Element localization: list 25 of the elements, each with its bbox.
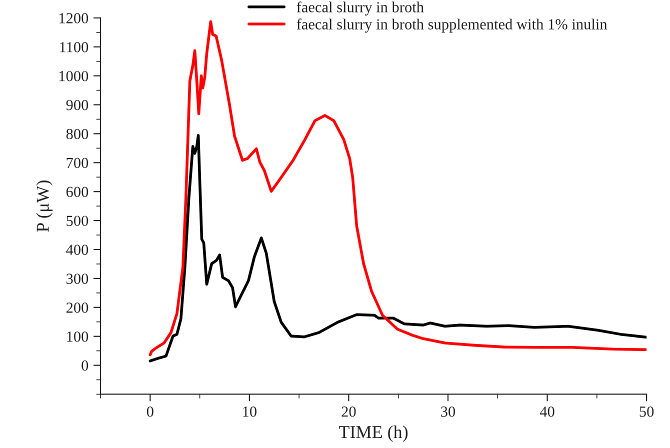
line-series xyxy=(148,20,647,356)
line-series xyxy=(148,134,647,362)
legend-label: faecal slurry in broth xyxy=(296,1,424,16)
y-tick-label: 0 xyxy=(82,360,88,371)
x-axis-title: TIME (h) xyxy=(339,425,408,442)
y-tick-label: 1100 xyxy=(60,42,88,52)
legend-label: faecal slurry in broth supplemented with 1% inulin xyxy=(296,18,608,33)
y-tick-label: 800 xyxy=(66,128,88,140)
x-tick-label: 20 xyxy=(342,406,356,417)
y-tick-label: 1200 xyxy=(59,13,88,24)
y-tick-label: 300 xyxy=(66,274,88,284)
y-tick-label: 600 xyxy=(66,186,88,198)
x-tick-label: 30 xyxy=(441,406,456,417)
x-tick-label: 10 xyxy=(243,406,256,417)
x-tick-label: 50 xyxy=(640,406,654,417)
y-axis-title: P (μW) xyxy=(36,180,53,232)
y-tick-label: 200 xyxy=(66,302,88,313)
y-tick-label: 400 xyxy=(66,244,88,255)
y-tick-label: 1000 xyxy=(59,70,88,82)
y-tick-label: 100 xyxy=(67,331,88,342)
x-tick-label: 0 xyxy=(146,406,154,417)
x-tick-label: 40 xyxy=(540,406,554,417)
y-tick-label: 900 xyxy=(66,100,88,110)
y-tick-label: 700 xyxy=(66,158,88,168)
y-tick-label: 500 xyxy=(66,216,88,226)
